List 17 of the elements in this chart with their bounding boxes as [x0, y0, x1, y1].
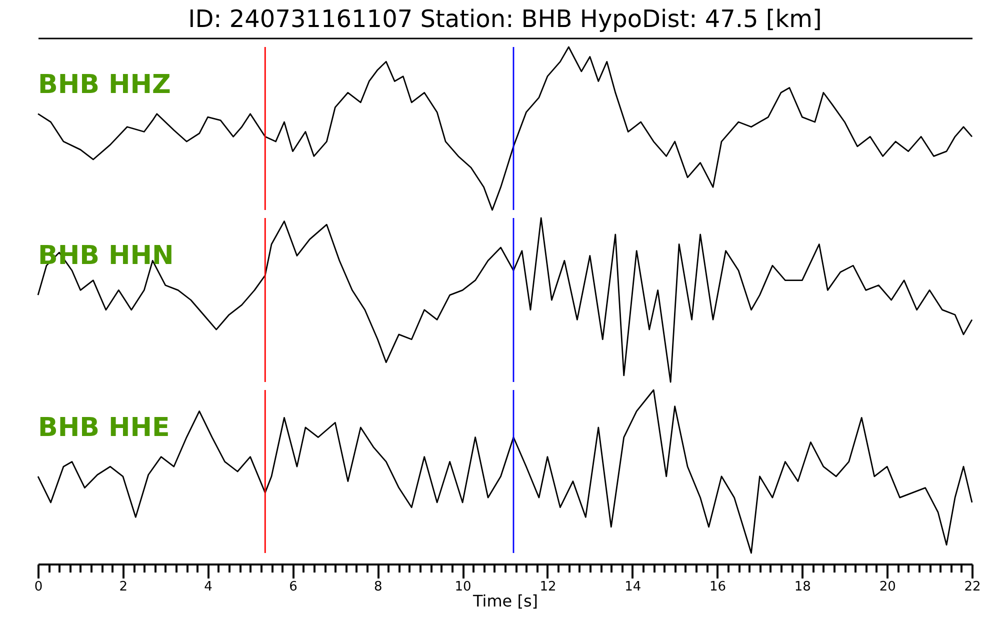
annotation: BHB HHE [38, 413, 170, 443]
x-tick-label: 0 [34, 580, 43, 594]
x-tick-label: 14 [624, 580, 642, 594]
x-tick-label: 6 [289, 580, 298, 594]
x-tick-label: 16 [710, 580, 726, 594]
x-tick-label: 10 [454, 580, 472, 594]
x-tick-label: 22 [964, 580, 981, 594]
chart-title: ID: 240731161107 Station: BHB HypoDist: 47.5 [km] [188, 5, 822, 33]
x-tick-label: 8 [374, 580, 382, 594]
x-tick-label: 12 [540, 580, 556, 594]
x-tick-label: 2 [119, 580, 128, 594]
x-axis-title: Time [s] [472, 592, 538, 610]
x-tick-label: 18 [794, 580, 811, 594]
x-tick-label: 20 [879, 580, 896, 594]
x-tick-label: 4 [204, 580, 212, 594]
annotation: BHB HHZ [38, 70, 171, 100]
annotation: BHB HHN [38, 241, 174, 271]
